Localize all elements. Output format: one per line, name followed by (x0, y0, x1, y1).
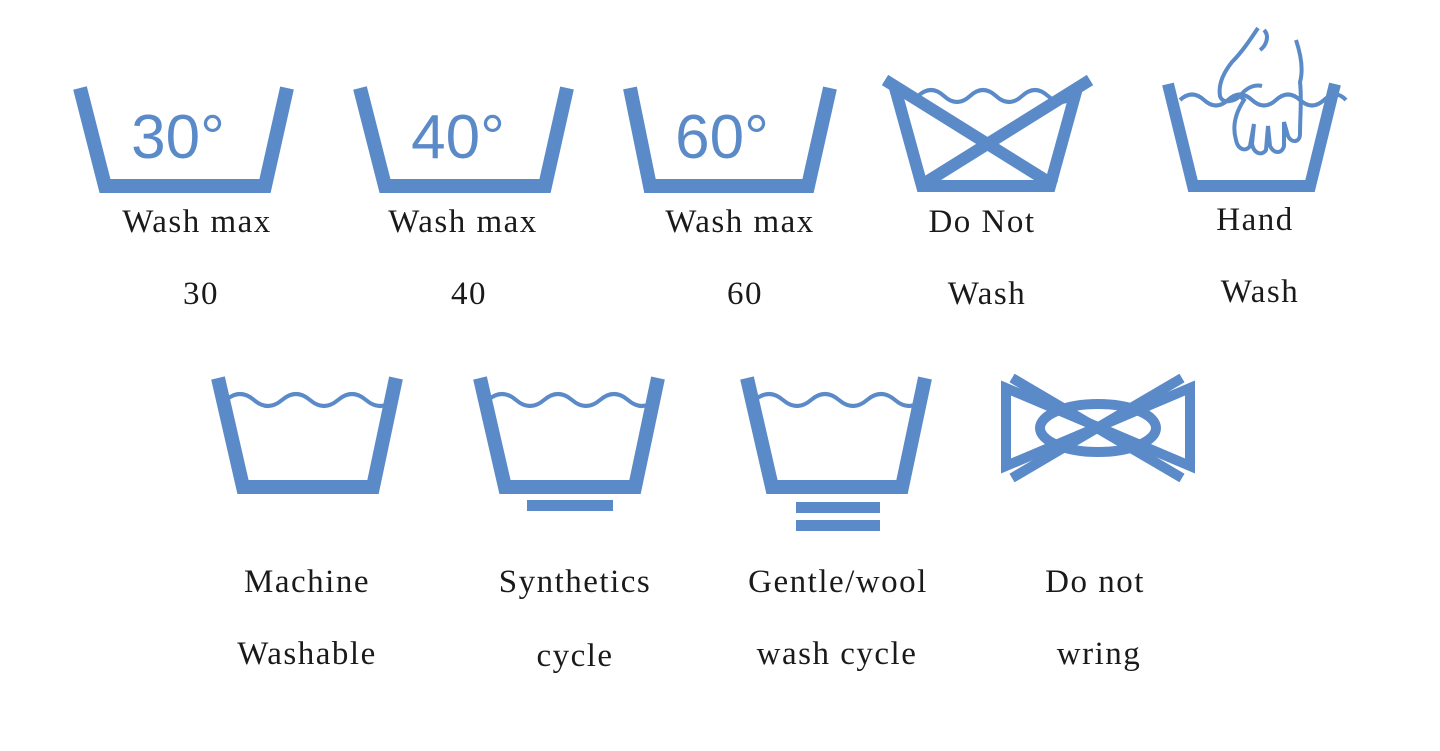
hand-wash-label: Hand (1216, 202, 1293, 239)
wash-30-label: Wash max (122, 204, 272, 241)
gentle-wool-label: Gentle/wool (748, 564, 928, 601)
do-not-wash-label: Do Not (928, 204, 1035, 241)
wash-40-icon: 40° (353, 86, 574, 193)
wash-40-label-line1: Wash max (388, 204, 538, 240)
wash-30-label-2: 30 (183, 276, 219, 313)
machine-washable-label-line1: Machine (244, 564, 370, 600)
do-not-wash-icon (881, 74, 1094, 192)
synthetics-cycle-label: Synthetics (499, 564, 652, 601)
wash-60-temperature: 60° (675, 103, 769, 172)
gentle-wool-label-line1: Gentle/wool (748, 564, 928, 600)
synthetics-cycle-label-line2: cycle (536, 638, 614, 674)
do-not-wring-icon (1001, 373, 1195, 483)
wash-30-temperature: 30° (131, 103, 225, 172)
do-not-wring-label-line1: Do not (1045, 564, 1145, 600)
wash-40-label-2: 40 (451, 276, 487, 313)
synthetics-cycle-icon (473, 376, 665, 511)
wash-60-label-line2: 60 (727, 276, 763, 312)
hand-wash-label-2: Wash (1221, 274, 1300, 311)
do-not-wash-label-line1: Do Not (928, 204, 1036, 240)
wash-40-label-line2: 40 (451, 276, 487, 312)
do-not-wring-label: Do not (1045, 564, 1145, 601)
wash-30-label-line2: 30 (183, 276, 219, 312)
hand-wash-label-line1: Hand (1216, 202, 1294, 238)
do-not-wash-label-2: Wash (948, 276, 1027, 313)
wash-30-icon: 30° (73, 86, 294, 193)
do-not-wring-label-line2: wring (1056, 636, 1142, 672)
synthetics-cycle-label-line1: Synthetics (498, 564, 652, 600)
gentle-wool-icon (740, 376, 932, 531)
wash-60-label: Wash max (665, 204, 815, 241)
hand-wash-icon (1162, 26, 1348, 192)
machine-washable-label-2: Washable (237, 636, 376, 673)
wash-60-icon: 60° (623, 86, 837, 193)
wash-60-label-line1: Wash max (665, 204, 815, 240)
hand-wash-label-line2: Wash (1220, 274, 1300, 310)
wash-40-temperature: 40° (411, 103, 505, 172)
gentle-wool-label-line2: wash cycle (756, 636, 918, 672)
machine-washable-icon (211, 376, 403, 494)
wash-30-label-line1: Wash max (122, 204, 272, 240)
wash-60-label-2: 60 (727, 276, 763, 313)
do-not-wring-label-2: wring (1057, 636, 1142, 673)
synthetics-cycle-label-2: cycle (536, 638, 613, 675)
machine-washable-label: Machine (244, 564, 370, 601)
wash-40-label: Wash max (388, 204, 538, 241)
machine-washable-label-line2: Washable (237, 636, 377, 672)
do-not-wash-label-line2: Wash (947, 276, 1027, 312)
gentle-wool-label-2: wash cycle (757, 636, 918, 673)
